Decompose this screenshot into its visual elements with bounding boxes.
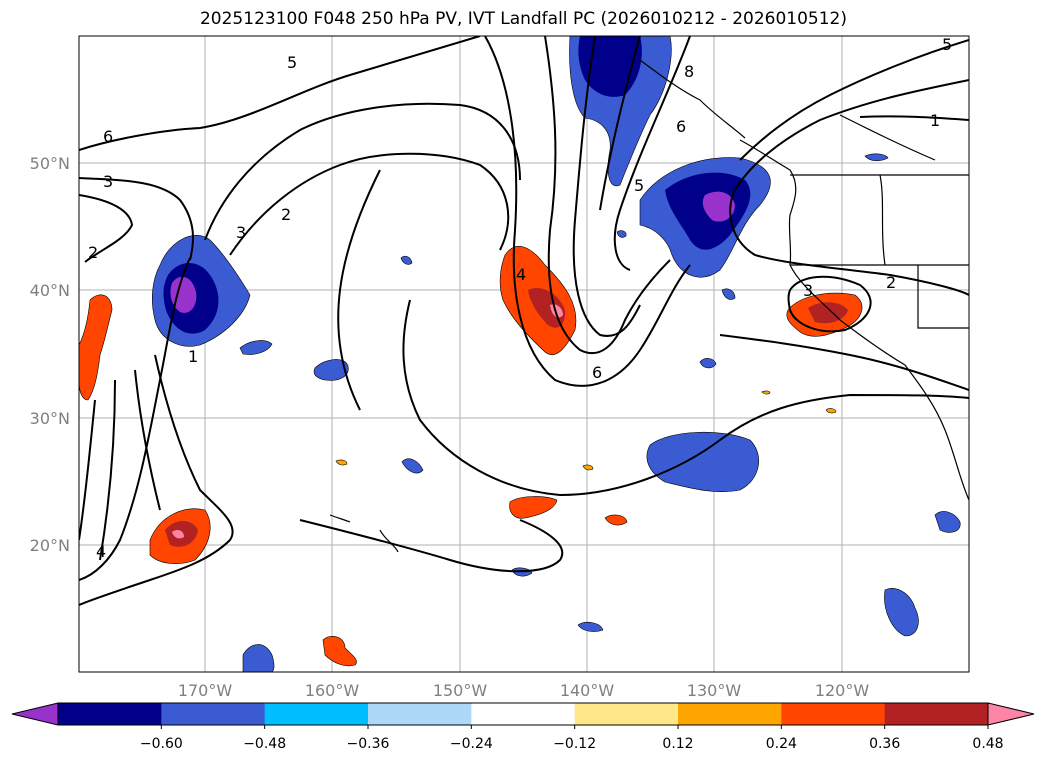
lat-label: 30°N [30,409,70,428]
lon-label: 130°W [687,681,742,700]
contour-label: 1 [188,347,198,366]
colorbar-tick-label: 0.48 [972,736,1003,752]
lon-label: 170°W [178,681,233,700]
contour-label: 5 [942,35,952,54]
colorbar-right-extension [987,702,1035,726]
colorbar-tick-label: −0.48 [243,736,286,752]
contour-label: 3 [803,281,813,300]
lon-labels: 170°W 160°W 150°W 140°W 130°W 120°W [178,681,870,700]
contour-label-group: 5 6 3 2 3 2 1 4 6 5 8 6 1 3 2 4 5 [88,35,952,561]
contour-label: 3 [103,172,113,191]
contour-label: 4 [516,265,526,284]
coastlines [329,59,969,553]
contour-label: 3 [236,223,246,242]
colorbar-segment [781,703,886,725]
negative-ivt-patches [151,36,961,672]
contour-label: 8 [684,62,694,81]
pv-contours [79,36,969,606]
colorbar-segment [678,703,782,725]
colorbar-segment [368,703,472,725]
colorbar-left-extension [11,702,59,726]
colorbar-tick-label: −0.36 [347,736,390,752]
lat-label: 40°N [30,281,70,300]
colorbar-tick-label: 0.36 [869,736,900,752]
positive-ivt-patches [79,246,863,667]
contour-label: 2 [886,273,896,292]
contour-label: 2 [88,243,98,262]
contour-label: 5 [287,53,297,72]
contour-label: 1 [930,111,940,130]
lat-label: 50°N [30,154,70,173]
lon-label: 160°W [305,681,360,700]
colorbar-tick-label: 0.24 [766,736,797,752]
colorbar: −0.60 −0.48 −0.36 −0.24 −0.12 0.12 0.24 0.36 0.4… [11,702,1035,752]
lon-label: 150°W [433,681,488,700]
contour-label: 6 [592,363,602,382]
contour-label: 2 [281,205,291,224]
map-title: 2025123100 F048 250 hPa PV, IVT Landfall… [199,9,847,29]
colorbar-frame [57,702,989,726]
colorbar-tick-label: 0.12 [662,736,693,752]
colorbar-tick-label: −0.12 [553,736,596,752]
colorbar-segment [471,703,576,725]
lon-label: 120°W [815,681,870,700]
contour-label: 4 [96,542,106,561]
colorbar-segment [264,703,369,725]
colorbar-segment [574,703,679,725]
map-frame [78,35,970,673]
lat-labels: 50°N 40°N 30°N 20°N [30,154,70,555]
colorbar-segment [58,703,162,725]
lon-label: 140°W [560,681,615,700]
contour-label: 6 [103,127,113,146]
contour-label: 6 [676,117,686,136]
colorbar-segment [161,703,266,725]
colorbar-segment [884,703,989,725]
colorbar-tick-label: −0.24 [450,736,493,752]
lat-label: 20°N [30,536,70,555]
map-area [79,36,969,672]
contour-label: 5 [634,176,644,195]
colorbar-tick-label: −0.60 [140,736,183,752]
